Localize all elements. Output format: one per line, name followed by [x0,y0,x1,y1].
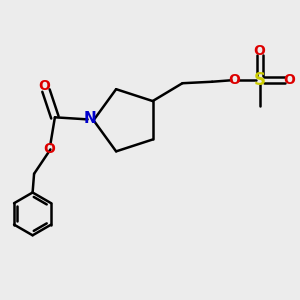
Text: N: N [83,111,96,126]
Text: O: O [43,142,55,155]
Text: O: O [284,73,295,87]
Text: O: O [229,73,240,87]
Text: O: O [38,79,50,92]
Text: O: O [254,44,266,58]
Text: S: S [254,71,266,89]
